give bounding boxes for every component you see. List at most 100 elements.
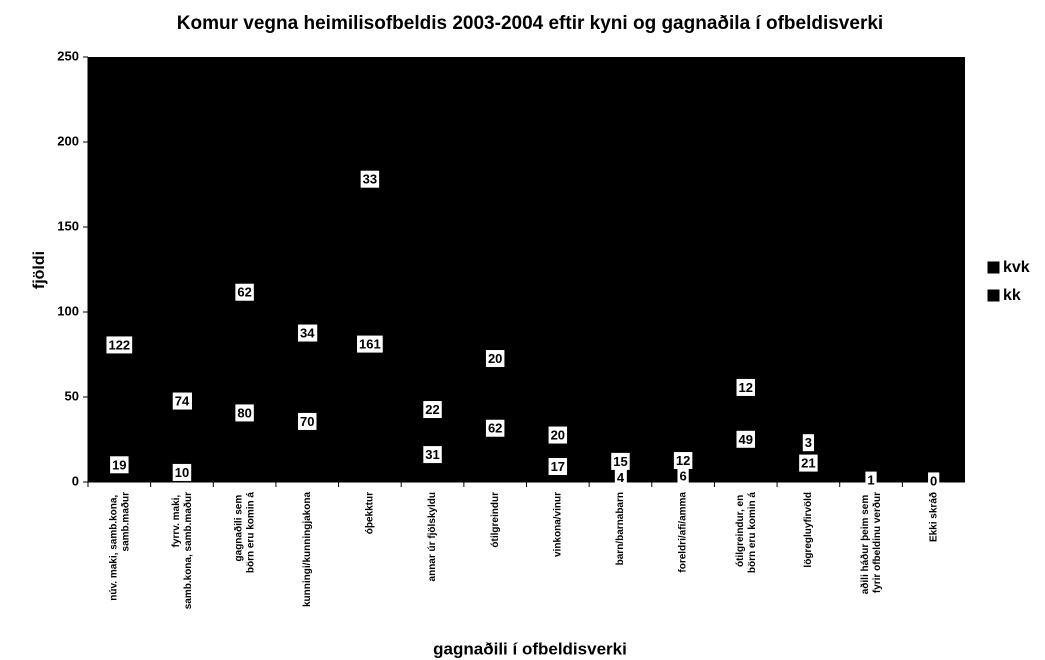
x-tick-label: lögregluyfirvöld — [803, 492, 814, 568]
data-label-box — [677, 467, 689, 485]
data-label-box — [172, 463, 192, 481]
data-label-text: 0 — [930, 473, 937, 488]
data-label: 70 — [298, 412, 317, 430]
x-tick-label: foreldri/afi/amma — [678, 492, 689, 573]
data-label-text: 22 — [425, 402, 439, 417]
x-tick-label: kunningi/kunningjakona — [302, 492, 313, 607]
data-label-box — [298, 412, 317, 430]
legend-label: kvk — [1003, 259, 1030, 276]
y-axis-label: fjöldi — [31, 251, 48, 289]
x-tick-label: Ekki skráð — [927, 492, 939, 542]
chart-title: Komur vegna heimilisofbeldis 2003-2004 e… — [176, 13, 884, 34]
data-label-text: 74 — [175, 394, 190, 409]
data-label-box — [172, 392, 192, 410]
data-label: 22 — [423, 401, 442, 419]
x-tick-label: gagnaðili sem börn eru komin á — [232, 492, 256, 574]
data-label: 12 — [736, 378, 755, 396]
data-label-box — [928, 472, 940, 490]
data-label-text: 62 — [488, 421, 502, 436]
data-label: 19 — [110, 456, 129, 474]
data-label-box — [736, 430, 755, 448]
data-label: 74 — [172, 392, 192, 410]
data-label: 0 — [928, 472, 940, 490]
data-label: 161 — [357, 335, 383, 353]
data-label-box — [485, 419, 505, 437]
data-label-text: 122 — [108, 337, 130, 352]
data-label-box — [865, 471, 877, 489]
data-label-box — [548, 426, 568, 444]
data-label: 20 — [548, 426, 568, 444]
data-label: 62 — [235, 283, 254, 301]
data-label-box — [235, 283, 254, 301]
y-tick-label: 100 — [57, 303, 79, 318]
data-label: 3 — [802, 434, 815, 452]
x-tick-label: annar úr fjölskyldu — [427, 492, 438, 581]
data-label: 31 — [423, 446, 442, 464]
data-label-box — [485, 350, 505, 368]
data-label-box — [106, 336, 133, 354]
data-label-box — [799, 454, 818, 472]
legend-swatch — [987, 289, 1000, 302]
data-label-box — [548, 457, 568, 475]
data-label-text: 17 — [551, 459, 565, 474]
data-label-box — [802, 434, 815, 452]
data-label-text: 49 — [739, 432, 753, 447]
data-label: 12 — [673, 452, 693, 470]
data-label-text: 161 — [359, 337, 381, 352]
legend-label: kk — [1003, 287, 1021, 304]
x-tick-label: óþekktur — [365, 492, 376, 534]
data-label: 33 — [360, 170, 380, 188]
data-label-text: 80 — [237, 405, 251, 420]
data-label: 4 — [614, 469, 627, 487]
data-label: 80 — [235, 404, 254, 422]
data-label-text: 19 — [112, 457, 126, 472]
data-label: 1 — [865, 471, 877, 489]
data-label-text: 31 — [425, 447, 439, 462]
data-label-box — [423, 401, 442, 419]
data-label: 122 — [106, 336, 133, 354]
x-axis-label: gagnaðili í ofbeldisverki — [433, 639, 627, 658]
data-label-text: 10 — [175, 465, 189, 480]
data-label-text: 4 — [617, 470, 625, 485]
plot-area — [88, 57, 965, 482]
data-label-text: 33 — [363, 172, 377, 187]
data-label-box — [110, 456, 129, 474]
data-label-text: 70 — [300, 414, 314, 429]
data-label: 34 — [298, 324, 318, 342]
y-tick-label: 50 — [65, 388, 79, 403]
x-tick-label: ótilgreindur — [490, 492, 501, 548]
y-tick-label: 0 — [72, 473, 79, 488]
data-label: 49 — [736, 430, 755, 448]
legend-swatch — [987, 261, 1000, 274]
x-tick-label: aðili háður þeim sem fyrir ofbeldinu ver… — [859, 492, 883, 594]
data-label-text: 12 — [676, 453, 690, 468]
data-label-text: 15 — [613, 454, 627, 469]
data-label: 20 — [485, 350, 505, 368]
data-label-text: 20 — [551, 428, 565, 443]
data-label-text: 1 — [867, 473, 874, 488]
data-label: 6 — [677, 467, 689, 485]
y-tick-label: 150 — [57, 218, 79, 233]
data-label-box — [423, 446, 442, 464]
data-label-box — [736, 378, 755, 396]
data-label: 10 — [172, 463, 192, 481]
data-label-text: 6 — [679, 468, 686, 483]
data-label-box — [360, 170, 380, 188]
data-label-text: 62 — [237, 285, 251, 300]
x-tick-label: ótilgreindur, en börn eru komin á — [734, 492, 757, 574]
y-tick-label: 200 — [57, 133, 79, 148]
data-label-text: 12 — [739, 380, 753, 395]
data-label-text: 34 — [300, 326, 315, 341]
y-tick-label: 250 — [57, 48, 79, 63]
data-label: 15 — [611, 452, 630, 470]
data-label-text: 20 — [488, 351, 502, 366]
data-label-box — [611, 452, 630, 470]
data-label: 21 — [799, 454, 818, 472]
data-label-box — [298, 324, 318, 342]
data-label: 17 — [548, 457, 568, 475]
data-label-text: 3 — [805, 435, 812, 450]
data-label-box — [614, 469, 627, 487]
data-label-box — [673, 452, 693, 470]
